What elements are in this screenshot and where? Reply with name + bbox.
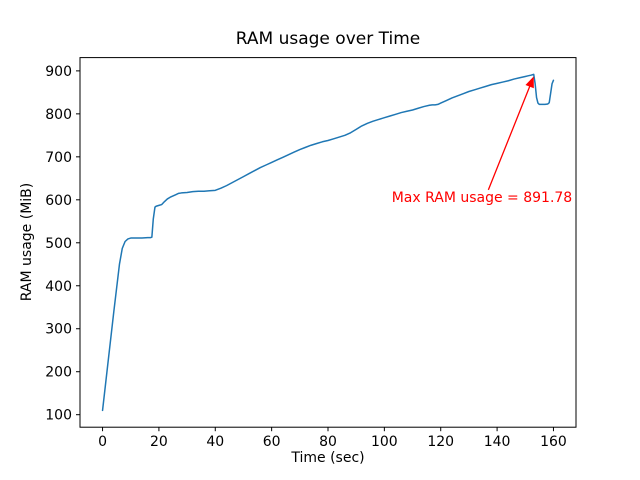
ram-usage-line [101,73,555,412]
y-tick-label: 900 [45,64,72,80]
y-tick-label: 400 [45,279,72,295]
x-tick-label: 20 [150,434,168,450]
y-axis-label: RAM usage (MiB) [19,182,35,302]
x-tick-label: 100 [371,434,398,450]
x-axis-label: Time (sec) [291,450,365,466]
x-tick-label: 0 [98,434,107,450]
y-tick-label: 500 [45,236,72,252]
axes-spines [79,57,577,428]
y-tick-label: 600 [45,193,72,209]
y-tick-label: 700 [45,150,72,166]
max-ram-annotation: Max RAM usage = 891.78 [391,190,573,207]
y-tick-label: 100 [45,408,72,424]
x-tick-label: 120 [427,434,454,450]
x-tick-label: 40 [206,434,224,450]
annotation-arrow-head [525,76,534,89]
y-tick-label: 300 [45,322,72,338]
chart-title: RAM usage over Time [235,29,421,49]
x-tick-label: 160 [540,434,567,450]
x-tick-label: 140 [484,434,511,450]
x-tick-label: 80 [319,434,337,450]
y-tick-label: 200 [45,365,72,381]
y-tick-label: 800 [45,107,72,123]
annotation-arrow-shaft [487,84,531,191]
x-tick-label: 60 [263,434,281,450]
